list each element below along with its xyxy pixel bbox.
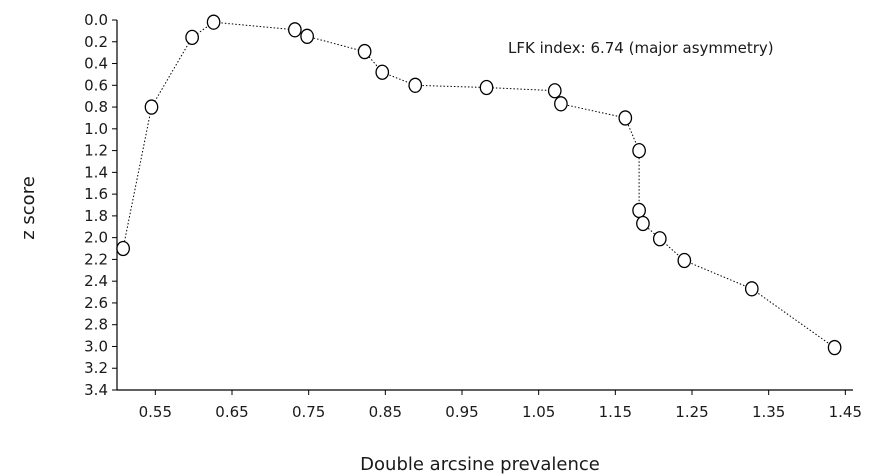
axes <box>116 20 853 391</box>
y-tick-label: 1.6 <box>84 185 108 203</box>
data-point <box>632 142 646 159</box>
data-point <box>744 281 759 297</box>
data-point <box>206 14 221 30</box>
x-tick-label: 1.45 <box>829 403 862 421</box>
data-point <box>144 99 159 115</box>
x-tick-label: 0.85 <box>369 403 402 421</box>
y-tick-label: 0.4 <box>84 55 108 73</box>
data-point <box>827 339 842 356</box>
y-tick-label: 3.2 <box>84 359 108 377</box>
data-point <box>116 240 130 257</box>
data-point <box>652 231 667 247</box>
y-tick-label: 0.0 <box>84 11 108 29</box>
y-tick-label: 0.2 <box>84 33 108 51</box>
x-axis-title: Double arcsine prevalence <box>360 454 600 474</box>
x-tick-label: 0.95 <box>445 403 478 421</box>
series-connector-line <box>122 21 835 349</box>
x-tick-label: 1.25 <box>675 403 708 421</box>
data-point <box>618 110 633 126</box>
lfk-index-annotation: LFK index: 6.74 (major asymmetry) <box>508 39 774 57</box>
series-layer <box>122 21 835 349</box>
data-point <box>677 252 692 269</box>
x-tick-label: 0.75 <box>292 403 325 421</box>
data-points <box>116 14 842 356</box>
y-tick-label: 1.2 <box>84 142 108 160</box>
data-point <box>357 43 372 60</box>
y-axis-title: z score <box>18 176 39 240</box>
x-tick-label: 0.65 <box>215 403 248 421</box>
y-tick-label: 2.4 <box>84 272 108 290</box>
y-tick-label: 1.4 <box>84 163 108 181</box>
data-point <box>408 77 423 93</box>
y-tick-label: 2.8 <box>84 316 108 334</box>
data-point <box>554 96 568 112</box>
data-point <box>632 202 646 219</box>
x-tick-label: 1.05 <box>522 403 555 421</box>
data-point <box>547 83 562 99</box>
y-tick-label: 1.8 <box>84 207 108 225</box>
y-tick-label: 0.8 <box>84 98 108 116</box>
y-tick-label: 1.0 <box>84 120 108 138</box>
data-point <box>185 29 199 46</box>
y-tick-label: 3.0 <box>84 337 108 355</box>
x-axis-ticks: 0.55 0.65 0.75 0.85 0.95 1.05 1.15 1.25 1.35 1.45 <box>139 390 862 421</box>
y-tick-label: 3.4 <box>84 381 108 399</box>
data-point <box>375 64 390 80</box>
x-tick-label: 1.15 <box>599 403 632 421</box>
data-point <box>636 215 650 232</box>
data-point <box>300 28 314 44</box>
y-axis-ticks: 0.0 0.2 0.4 0.6 0.8 1.0 1.2 1.4 1.6 1.8 2.0 2.2 2.4 2… <box>84 11 117 399</box>
x-tick-label: 1.35 <box>752 403 785 421</box>
data-point <box>288 22 302 38</box>
data-point <box>479 79 494 96</box>
y-tick-label: 0.6 <box>84 76 108 94</box>
x-tick-label: 0.55 <box>139 403 172 421</box>
y-tick-label: 2.6 <box>84 294 108 312</box>
y-tick-label: 2.2 <box>84 250 108 268</box>
y-tick-label: 2.0 <box>84 229 108 247</box>
